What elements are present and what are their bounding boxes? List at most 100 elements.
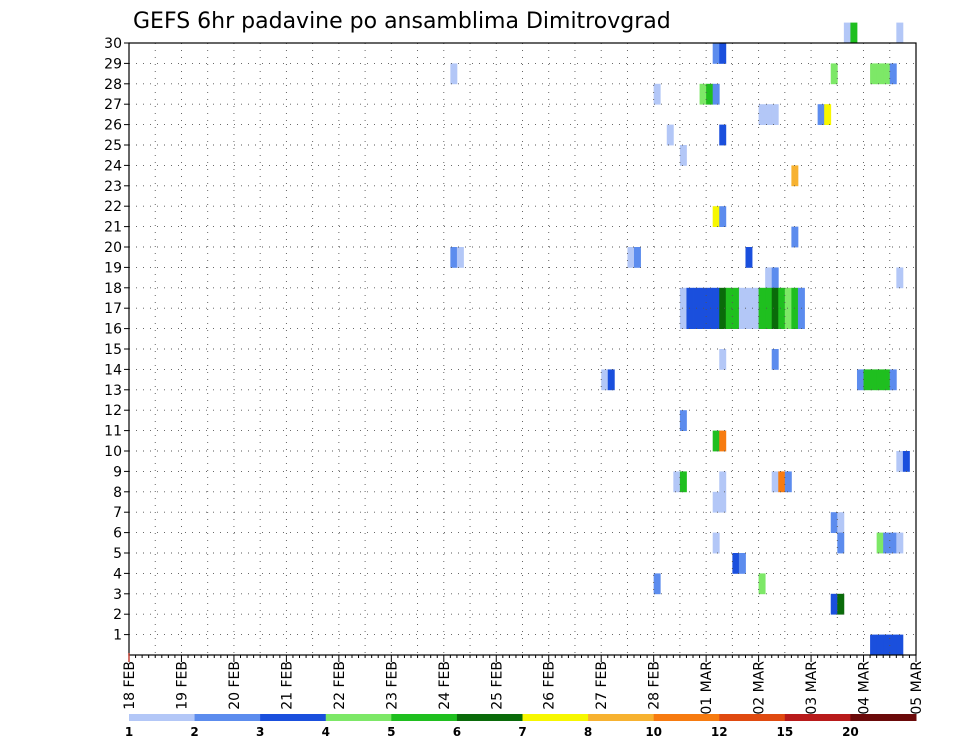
x-tick-label: 23 FEB (384, 661, 400, 710)
heatmap-cell (706, 287, 714, 309)
colorbar-swatch (391, 714, 458, 721)
heatmap-cell (870, 634, 878, 656)
heatmap-cell (876, 634, 884, 656)
heatmap-cell (752, 287, 759, 309)
heatmap-cell (653, 83, 661, 105)
x-axis: 18 FEB 19 FEB 20 FEB 21 FEB 22 FEB 23 FEB 24 F… (122, 653, 925, 715)
x-tick-label: 22 FEB (332, 661, 348, 710)
heatmap-cell (719, 308, 727, 329)
heatmap-cell (738, 553, 746, 574)
colorbar-swatch (784, 714, 851, 721)
heatmap-cell (797, 287, 805, 309)
heatmap-cell (850, 22, 858, 44)
heatmap-cell (771, 267, 779, 289)
heatmap-cell (758, 573, 766, 595)
heatmap-cell (712, 430, 720, 452)
heatmap-cell (719, 430, 727, 452)
heatmap-cell (778, 471, 786, 493)
heatmap-cell (738, 287, 746, 309)
heatmap-cell (758, 287, 766, 309)
heatmap-cell (784, 287, 792, 309)
cells-layer (450, 22, 910, 656)
heatmap-cell (732, 553, 740, 574)
x-tick-label: 25 FEB (489, 661, 505, 710)
y-tick-label: 2 (113, 607, 122, 623)
heatmap-cell (745, 308, 753, 329)
chart-title: GEFS 6hr padavine po ansamblima Dimitrov… (133, 9, 671, 34)
colorbar-label: 10 (645, 725, 662, 739)
heatmap-cell (745, 287, 753, 309)
heatmap-cell (738, 308, 746, 329)
heatmap-cell (752, 308, 759, 329)
heatmap-cell (870, 369, 878, 391)
heatmap-cell (876, 63, 884, 85)
heatmap-cell (456, 247, 464, 268)
colorbar-label: 6 (453, 725, 461, 739)
heatmap-cell (778, 308, 786, 329)
y-tick-label: 9 (113, 464, 122, 480)
heatmap-cell (679, 410, 687, 431)
colorbar-swatch (588, 714, 655, 721)
heatmap-cell (843, 22, 851, 44)
y-tick-label: 17 (104, 301, 122, 317)
heatmap-cell (673, 471, 681, 493)
x-tick-label: 01 MAR (699, 661, 715, 715)
y-tick-label: 25 (104, 138, 122, 154)
y-tick-label: 19 (104, 260, 122, 276)
y-tick-label: 15 (104, 342, 122, 358)
x-tick-label: 20 FEB (227, 661, 243, 710)
heatmap-cell (837, 593, 845, 615)
heatmap-cell (679, 287, 687, 309)
x-tick-label: 26 FEB (542, 661, 558, 710)
heatmap-cell (758, 308, 766, 329)
x-tick-label: 03 MAR (804, 661, 820, 715)
y-axis: 1234567891011121314151617181920212223242… (104, 36, 129, 644)
colorbar-label: 3 (256, 725, 264, 739)
heatmap-cell (817, 104, 825, 125)
heatmap-cell (666, 124, 674, 146)
heatmap-cell (883, 369, 891, 391)
heatmap-cell (856, 369, 864, 391)
heatmap-cell (450, 63, 458, 85)
x-tick-label: 24 FEB (437, 661, 453, 710)
y-tick-label: 22 (104, 199, 122, 215)
heatmap-cell (883, 63, 891, 85)
y-tick-label: 7 (113, 505, 122, 521)
colorbar-label: 20 (842, 725, 859, 739)
y-tick-label: 16 (104, 322, 122, 338)
heatmap-cell (712, 43, 720, 64)
heatmap-cell (693, 287, 700, 309)
heatmap-cell (896, 532, 904, 554)
y-tick-label: 1 (113, 628, 122, 644)
heatmap-cell (653, 573, 661, 595)
heatmap-cell (758, 104, 766, 125)
heatmap-cell (889, 634, 897, 656)
colorbar-swatch (325, 714, 392, 721)
heatmap-cell (686, 308, 694, 329)
heatmap-cell (889, 369, 897, 391)
heatmap-cell (725, 287, 733, 309)
heatmap-cell (607, 369, 615, 391)
heatmap-cell (719, 287, 727, 309)
x-tick-label: 19 FEB (174, 661, 190, 710)
x-tick-label: 04 MAR (857, 661, 873, 715)
heatmap-cell (876, 369, 884, 391)
heatmap-cell (725, 308, 733, 329)
y-tick-label: 26 (104, 118, 122, 134)
colorbar-swatch (653, 714, 720, 721)
x-tick-label: 21 FEB (279, 661, 295, 710)
x-tick-label: 18 FEB (122, 661, 138, 710)
y-tick-label: 11 (104, 424, 122, 440)
heatmap-cell (896, 634, 904, 656)
heatmap-cell (870, 63, 878, 85)
colorbar-swatch (522, 714, 589, 721)
grid-layer (129, 43, 916, 655)
colorbar-label: 12 (711, 725, 728, 739)
heatmap-cell (830, 593, 838, 615)
heatmap-cell (830, 512, 838, 533)
y-tick-label: 18 (104, 281, 122, 297)
heatmap-cell (679, 471, 687, 493)
y-tick-label: 10 (104, 444, 122, 460)
y-tick-label: 5 (113, 546, 122, 562)
